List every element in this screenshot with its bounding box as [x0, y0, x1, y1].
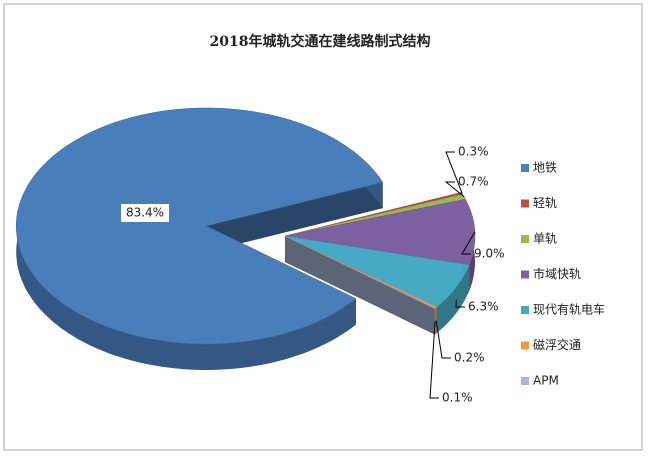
slice-wall: [436, 265, 470, 333]
legend-swatch: [521, 341, 529, 350]
legend-label: 地铁: [533, 161, 557, 175]
data-label: 0.3%: [458, 145, 489, 159]
data-label: 6.3%: [468, 300, 499, 314]
legend-swatch: [521, 270, 529, 279]
legend-swatch: [521, 199, 529, 208]
data-label: 0.1%: [442, 391, 473, 405]
data-label: 9.0%: [474, 247, 505, 261]
data-label: 0.2%: [454, 351, 485, 365]
leader-line: [429, 321, 439, 399]
leader-line: [435, 320, 451, 359]
legend-swatch: [521, 235, 529, 243]
legend-label: 单轨: [533, 232, 557, 246]
legend-swatch: [521, 164, 529, 172]
legend-label: 市域快轨: [533, 266, 581, 281]
chart-title: 2018年城轨交通在建线路制式结构: [210, 33, 431, 50]
legend-label: 轻轨: [533, 196, 557, 210]
legend-label: 磁浮交通: [533, 337, 581, 352]
data-label: 0.7%: [458, 175, 489, 189]
leader-line: [444, 181, 465, 198]
legend-label: 现代有轨电车: [533, 302, 605, 317]
slice-side: [285, 236, 435, 335]
leader-line: [445, 151, 463, 194]
legend-label: APM: [533, 374, 559, 388]
slice: [284, 198, 476, 266]
leader-line: [461, 231, 476, 255]
data-label-box: [121, 204, 169, 222]
leader-line: [455, 299, 465, 308]
slice-side: [206, 182, 383, 252]
slice: [284, 235, 436, 309]
legend-swatch: [521, 377, 529, 385]
slice: [15, 107, 384, 345]
data-label: 83.4%: [126, 206, 164, 220]
legend-swatch: [521, 306, 529, 314]
slice: [284, 235, 470, 308]
